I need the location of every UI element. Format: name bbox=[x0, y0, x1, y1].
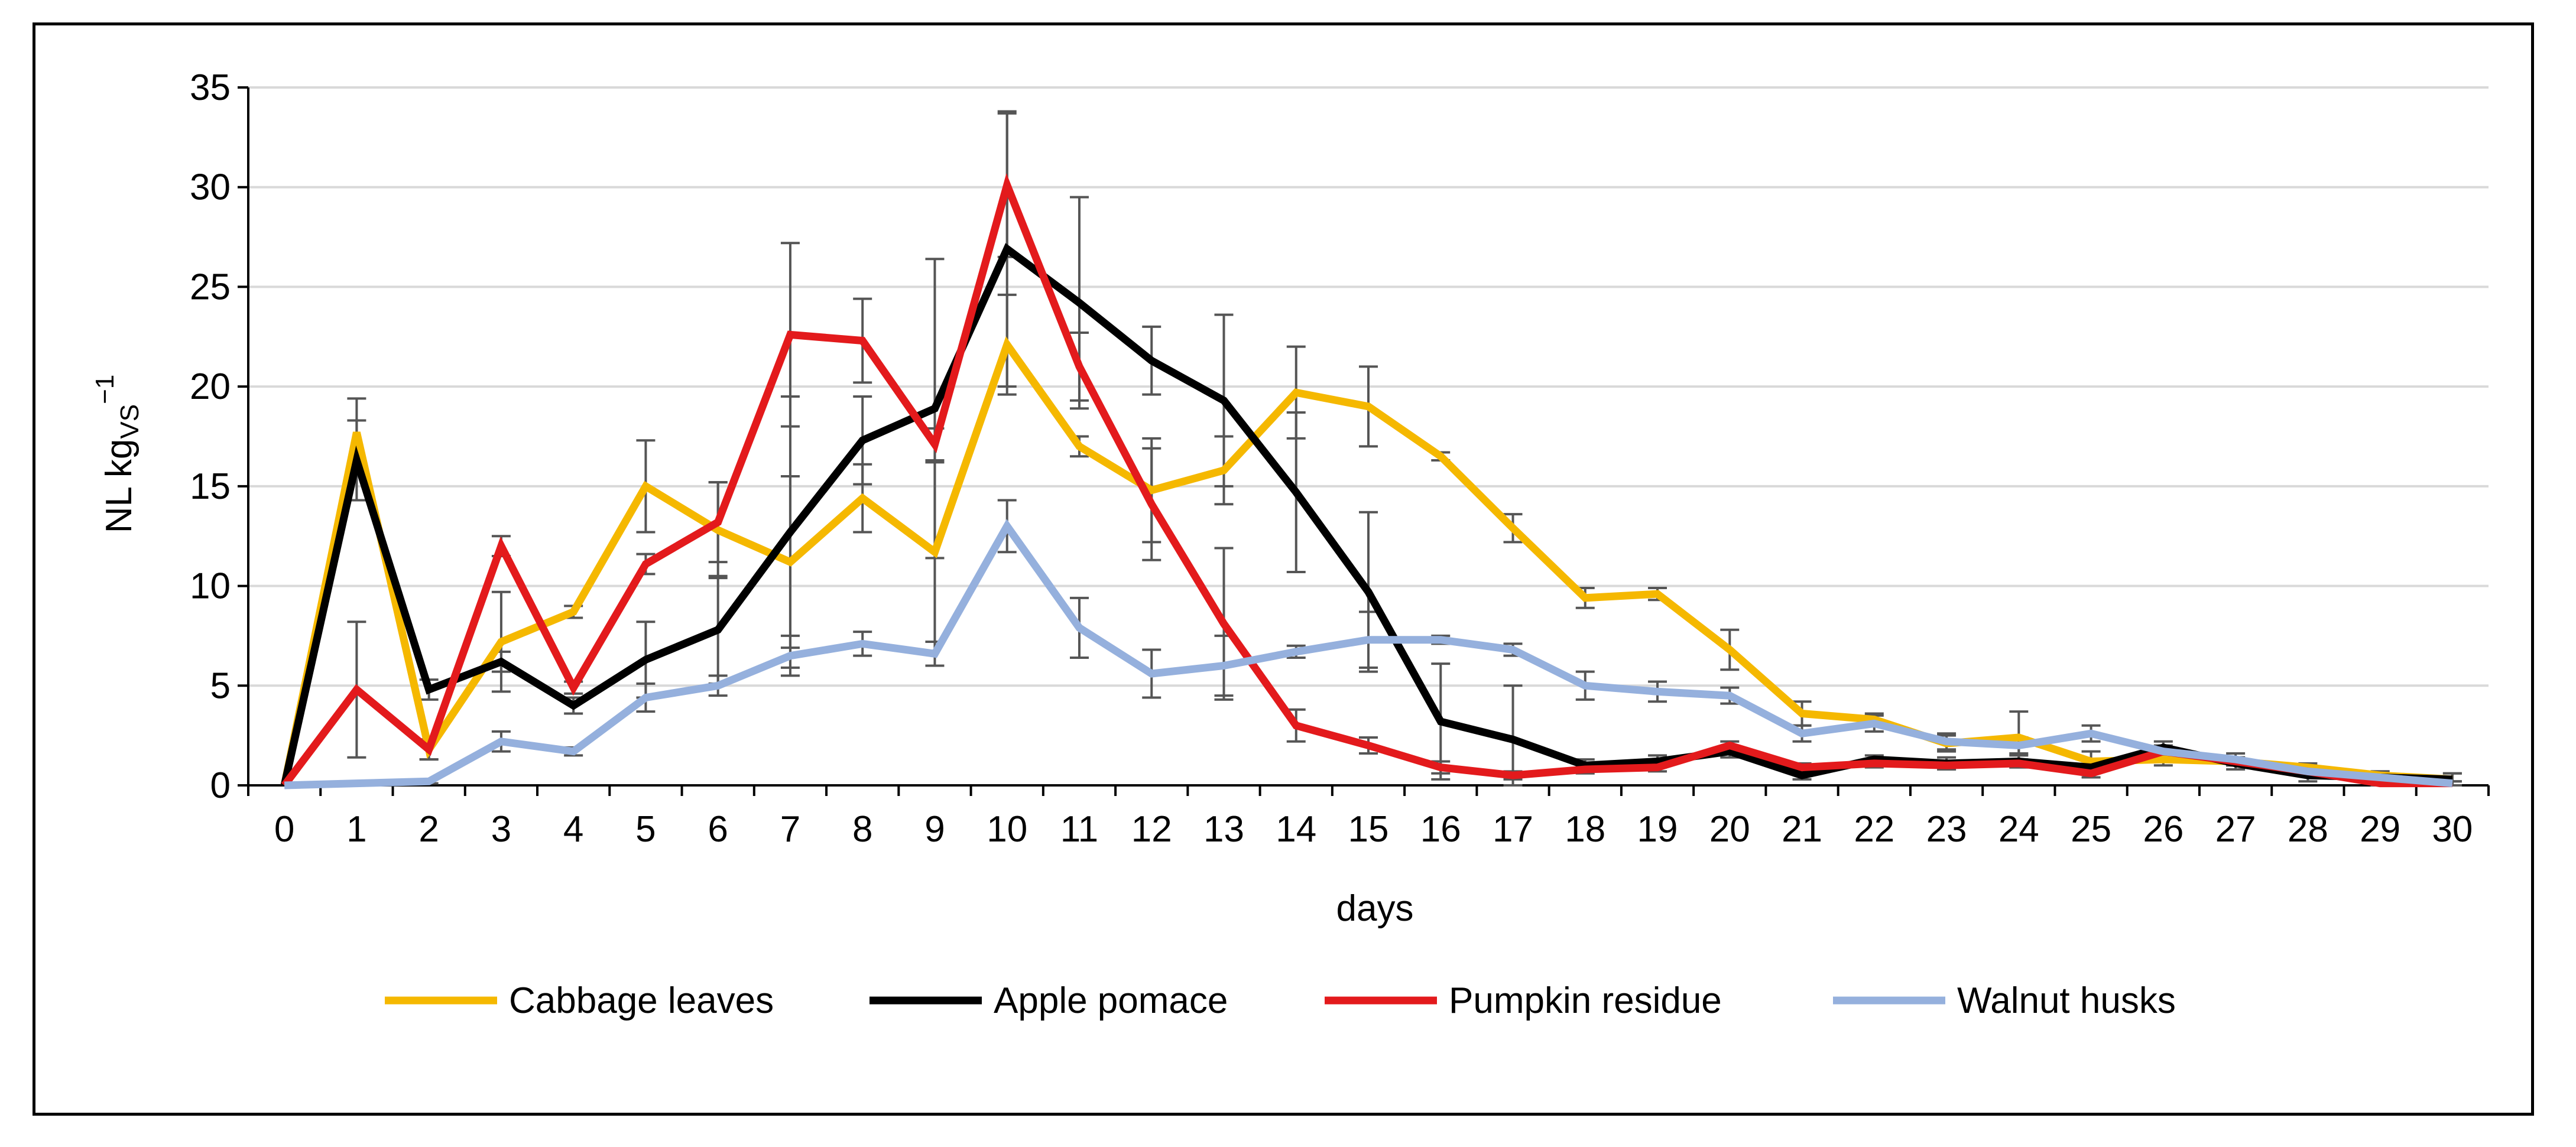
x-tick-label: 19 bbox=[1637, 809, 1678, 850]
y-tick-label: 0 bbox=[210, 765, 231, 806]
chart-frame: 0 5 10 15 20 25 30 35 0 1 2 3 4 5 6 7 8 9 10 11 12 13 14 15 16 17… bbox=[33, 22, 2534, 1116]
series-line-cabbage-leaves bbox=[280, 336, 2453, 787]
x-tick-label: 6 bbox=[708, 809, 728, 850]
series-line-pumpkin-residue bbox=[281, 173, 2452, 788]
legend-label: Walnut husks bbox=[1957, 980, 2176, 1021]
x-tick-label: 12 bbox=[1131, 809, 1172, 850]
series-line-apple-pomace bbox=[280, 243, 2453, 787]
x-tick-label: 8 bbox=[852, 809, 872, 850]
x-tick-label: 23 bbox=[1926, 809, 1967, 850]
x-tick-label: 29 bbox=[2360, 809, 2400, 850]
y-axis-title-subscript: VS bbox=[115, 404, 144, 439]
x-tick-label: 7 bbox=[780, 809, 800, 850]
x-tick-label: 0 bbox=[274, 809, 294, 850]
y-tick-label: 35 bbox=[190, 67, 231, 108]
x-tick-label: 18 bbox=[1565, 809, 1605, 850]
x-tick-label: 30 bbox=[2432, 809, 2473, 850]
x-tick-label: 16 bbox=[1420, 809, 1461, 850]
x-tick-label: 22 bbox=[1854, 809, 1894, 850]
x-tick-label: 2 bbox=[418, 809, 439, 850]
x-tick-label: 14 bbox=[1276, 809, 1316, 850]
x-tick-label: 26 bbox=[2143, 809, 2184, 850]
x-tick-label: 25 bbox=[2071, 809, 2111, 850]
x-tick-label: 17 bbox=[1493, 809, 1533, 850]
x-tick-label: 24 bbox=[1998, 809, 2039, 850]
x-tick-label: 9 bbox=[924, 809, 945, 850]
y-tick-label: 5 bbox=[210, 665, 231, 706]
x-tick-label: 28 bbox=[2288, 809, 2328, 850]
y-axis-title: NL kgVS−1 bbox=[90, 375, 144, 534]
y-axis-title-superscript: −1 bbox=[90, 375, 119, 404]
y-tick-label: 20 bbox=[190, 366, 231, 407]
error-bar bbox=[1503, 684, 1523, 787]
legend-label: Pumpkin residue bbox=[1449, 980, 1722, 1021]
y-tick-label: 25 bbox=[190, 267, 231, 307]
x-tick-label: 20 bbox=[1709, 809, 1750, 850]
x-tick-label: 4 bbox=[563, 809, 583, 850]
x-tick-label: 5 bbox=[635, 809, 656, 850]
x-tick-label: 3 bbox=[491, 809, 511, 850]
legend-item-apple-pomace: Apple pomace bbox=[870, 980, 1228, 1021]
x-tick-label: 15 bbox=[1348, 809, 1389, 850]
x-axis-title: days bbox=[1336, 888, 1414, 929]
legend-label: Apple pomace bbox=[994, 980, 1228, 1021]
y-tick-label: 10 bbox=[190, 566, 231, 607]
y-axis-title-main: NL kg bbox=[99, 439, 139, 534]
legend: Cabbage leaves Apple pomace Pumpkin residu… bbox=[385, 980, 2176, 1021]
legend-item-walnut-husks: Walnut husks bbox=[1833, 980, 2176, 1021]
x-tick-label: 11 bbox=[1060, 809, 1098, 850]
series-line-walnut-husks bbox=[284, 519, 2453, 789]
x-tick-label: 13 bbox=[1203, 809, 1244, 850]
y-tick-label: 30 bbox=[190, 167, 231, 208]
x-tick-label: 1 bbox=[346, 809, 366, 850]
legend-item-pumpkin-residue: Pumpkin residue bbox=[1325, 980, 1722, 1021]
legend-item-cabbage-leaves: Cabbage leaves bbox=[385, 980, 774, 1021]
x-tick-label: 10 bbox=[987, 809, 1027, 850]
x-tick-label: 27 bbox=[2215, 809, 2256, 850]
x-tick-label: 21 bbox=[1782, 809, 1822, 850]
y-tick-label: 15 bbox=[190, 466, 231, 507]
legend-label: Cabbage leaves bbox=[509, 980, 774, 1021]
